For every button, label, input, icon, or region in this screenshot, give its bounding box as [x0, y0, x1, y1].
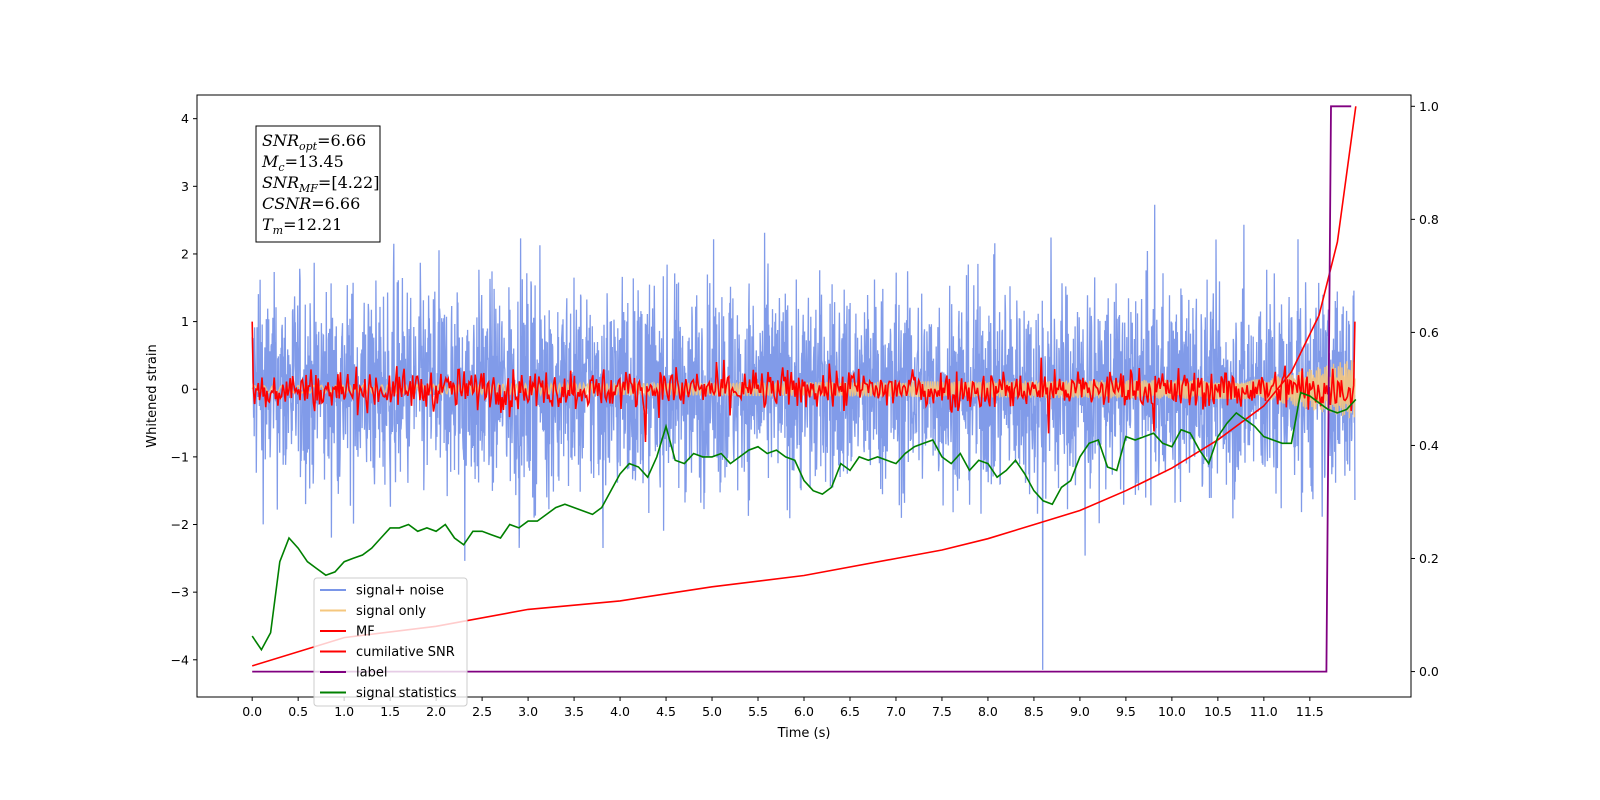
- y-tick-label: 0: [181, 382, 189, 397]
- x-axis: 0.0 0.5 1.0 1.5 2.0 2.5 3.0 3.5 4.0 4.5 5.0 5.5 6.0 6…: [242, 697, 1324, 719]
- series-layer: [251, 105, 1357, 673]
- y2-tick-label: 0.8: [1419, 212, 1439, 227]
- y-tick-label: −4: [171, 652, 189, 667]
- annotation-symbol: CSNR: [262, 194, 311, 213]
- annotation-frame: [255, 125, 381, 243]
- annotation-value: =[4.22]: [318, 173, 380, 192]
- x-tick-label: 1.0: [334, 704, 354, 719]
- legend-frame: [313, 577, 468, 707]
- annotation-value: =6.66: [311, 194, 360, 213]
- y-axis: 4 3 2 1 0 −1 −2 −3 −4: [171, 111, 197, 667]
- x-tick-label: 6.5: [840, 704, 860, 719]
- annotation-symbol: T: [262, 215, 274, 234]
- x-axis-title: Time (s): [777, 726, 831, 741]
- series-signal-statistics-line: [251, 391, 1357, 652]
- annotation-value: =13.45: [285, 152, 344, 171]
- x-tick-label: 9.5: [1116, 704, 1136, 719]
- annotation-symbol: SNR: [262, 131, 299, 150]
- x-tick-label: 4.0: [610, 704, 630, 719]
- x-tick-label: 0.5: [288, 704, 308, 719]
- y-tick-label: −3: [171, 585, 189, 600]
- x-tick-label: 1.5: [380, 704, 400, 719]
- annotation-line: Tm=12.21: [262, 215, 342, 237]
- y-tick-label: −1: [171, 449, 189, 464]
- annotation-symbol: SNR: [262, 173, 299, 192]
- legend-entry: signal+ noise: [356, 584, 444, 599]
- annotation-line: SNRMF=[4.22]: [262, 173, 379, 195]
- x-tick-label: 6.0: [794, 704, 814, 719]
- series-label-line: [252, 105, 1352, 673]
- x-tick-label: 2.5: [472, 704, 492, 719]
- annotation-line: SNRopt=6.66: [262, 131, 366, 153]
- y2-axis: 1.0 0.8 0.6 0.4 0.2 0.0: [1411, 99, 1439, 679]
- annotation-symbol: M: [261, 152, 279, 171]
- annotation-line: Mc=13.45: [261, 152, 344, 174]
- x-tick-label: 11.0: [1250, 704, 1278, 719]
- y2-tick-label: 0.0: [1419, 664, 1439, 679]
- y-tick-label: 2: [181, 246, 189, 261]
- x-tick-label: 3.0: [518, 704, 538, 719]
- x-tick-label: 11.5: [1296, 704, 1324, 719]
- annotation-subscript: c: [278, 161, 284, 174]
- annotation-line: CSNR=6.66: [262, 194, 360, 213]
- annotation-subscript: MF: [298, 182, 318, 195]
- x-tick-label: 10.5: [1204, 704, 1232, 719]
- series-signal-noise-line: [251, 204, 1356, 670]
- annotation-box: SNRopt=6.66Mc=13.45SNRMF=[4.22]CSNR=6.66…: [255, 125, 381, 243]
- x-tick-label: 7.5: [932, 704, 952, 719]
- x-tick-label: 8.5: [1024, 704, 1044, 719]
- x-tick-label: 8.0: [978, 704, 998, 719]
- legend-entry: signal statistics: [356, 686, 457, 701]
- legend: signal+ noise signal only MF cumilative SNR…: [313, 577, 468, 707]
- annotation-value: =6.66: [317, 131, 366, 150]
- x-tick-label: 7.0: [886, 704, 906, 719]
- x-tick-label: 3.5: [564, 704, 584, 719]
- y2-tick-label: 1.0: [1419, 99, 1439, 114]
- y2-tick-label: 0.2: [1419, 551, 1439, 566]
- annotation-subscript: m: [273, 224, 283, 237]
- x-tick-label: 4.5: [656, 704, 676, 719]
- y2-tick-label: 0.6: [1419, 325, 1439, 340]
- legend-entry: label: [356, 666, 387, 681]
- series-cumulative-snr-line: [251, 106, 1357, 667]
- x-tick-label: 2.0: [426, 704, 446, 719]
- x-tick-label: 10.0: [1158, 704, 1186, 719]
- y-tick-label: 1: [181, 314, 189, 329]
- x-tick-label: 5.0: [702, 704, 722, 719]
- x-tick-label: 0.0: [242, 704, 262, 719]
- y2-tick-label: 0.4: [1419, 438, 1439, 453]
- legend-entry: cumilative SNR: [356, 645, 455, 660]
- series-mf-line: [251, 321, 1356, 443]
- annotation-value: =12.21: [283, 215, 342, 234]
- y-tick-label: −2: [171, 517, 189, 532]
- legend-entry: signal only: [356, 604, 426, 619]
- y-tick-label: 3: [181, 179, 189, 194]
- legend-entry: MF: [356, 625, 375, 640]
- y-axis-title: Whitened strain: [145, 344, 160, 447]
- annotation-subscript: opt: [299, 140, 318, 153]
- x-tick-label: 9.0: [1070, 704, 1090, 719]
- x-tick-label: 5.5: [748, 704, 768, 719]
- y-tick-label: 4: [181, 111, 189, 126]
